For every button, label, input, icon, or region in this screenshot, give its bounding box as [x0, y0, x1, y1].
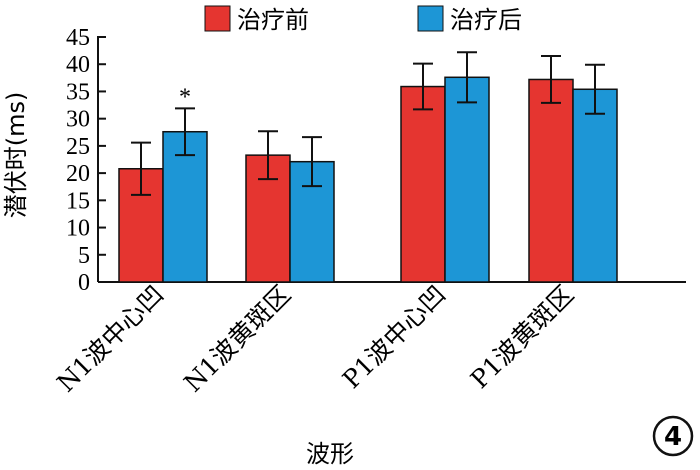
y-tick-label: 30: [66, 107, 90, 133]
y-tick-label: 15: [66, 188, 90, 214]
legend: 治疗前 治疗后: [204, 5, 522, 34]
x-category-label: N1波黄斑区: [178, 280, 296, 398]
legend-label: 治疗后: [450, 6, 522, 34]
y-tick-label: 20: [66, 161, 90, 187]
significance-marker: *: [179, 84, 191, 110]
bar: [528, 78, 574, 283]
bar: [400, 85, 446, 283]
panel-badge-circle: [652, 415, 694, 457]
legend-swatch: [204, 5, 231, 32]
x-category-label: P1波中心凹: [337, 280, 451, 394]
legend-label: 治疗前: [237, 6, 309, 34]
bar: [572, 88, 618, 283]
y-axis-title: 潜伏时(ms): [2, 92, 30, 219]
legend-swatch: [417, 5, 444, 32]
x-category-label: P1波黄斑区: [465, 280, 579, 394]
plot-area: *: [118, 51, 618, 283]
x-category-label: N1波中心凹: [51, 280, 169, 398]
y-tick-label: 5: [78, 243, 90, 269]
y-tick-label: 35: [66, 79, 90, 105]
y-tick-label: 0: [78, 270, 90, 296]
panel-label: 4: [664, 422, 682, 452]
x-axis-categories: N1波中心凹 N1波黄斑区 P1波中心凹 P1波黄斑区: [51, 280, 579, 398]
panel-badge: 4: [652, 415, 694, 457]
y-tick-label: 10: [66, 216, 90, 242]
y-tick-label: 25: [66, 134, 90, 160]
y-tick-label: 40: [66, 52, 90, 78]
bar: [444, 76, 490, 283]
y-tick-label: 45: [66, 25, 90, 51]
x-axis-title: 波形: [306, 440, 354, 468]
